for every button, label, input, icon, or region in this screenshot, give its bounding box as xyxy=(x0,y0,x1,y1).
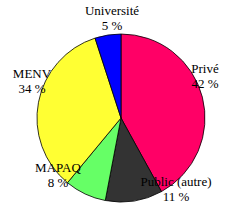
value-label: 5 % xyxy=(102,18,123,33)
category-label: Public (autre) xyxy=(140,174,211,189)
chart-svg: Privé42 % Public (autre)11 % MAPAQ8 % MENV3… xyxy=(0,0,247,222)
value-label: 8 % xyxy=(48,175,69,190)
value-label: 42 % xyxy=(191,76,218,91)
background xyxy=(0,0,247,222)
category-label: Privé xyxy=(191,61,219,76)
chart-container: Privé42 % Public (autre)11 % MAPAQ8 % MENV3… xyxy=(0,0,247,222)
slice-labels: Privé42 % Public (autre)11 % MAPAQ8 % MENV3… xyxy=(13,3,219,204)
category-label: MAPAQ xyxy=(35,160,81,175)
value-label: 11 % xyxy=(163,189,190,204)
category-label: Université xyxy=(85,3,139,18)
category-label: MENV xyxy=(13,66,52,81)
value-label: 34 % xyxy=(18,81,45,96)
pie-slice xyxy=(95,34,121,118)
